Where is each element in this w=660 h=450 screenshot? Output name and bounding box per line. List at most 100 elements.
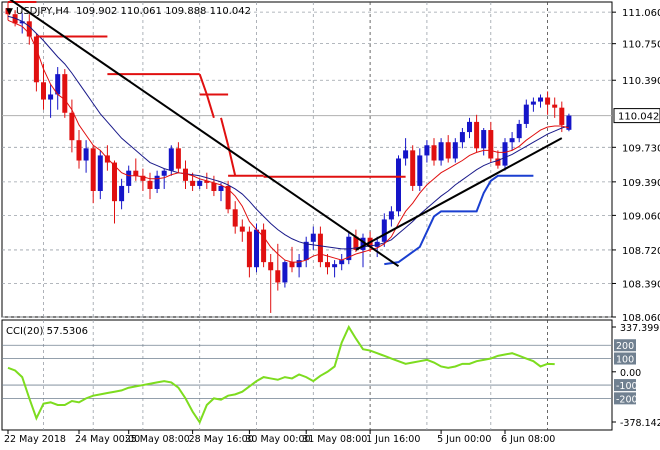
candle-body — [119, 185, 125, 202]
price-label: 109.730 — [622, 143, 660, 154]
candle-body — [147, 180, 153, 189]
time-label: 28 May 16:00 — [189, 434, 254, 445]
candle-body — [48, 94, 54, 100]
price-panel[interactable] — [1, 1, 613, 318]
candle-body — [431, 145, 437, 161]
cci-title: CCI(20) 57.5306 — [6, 326, 88, 337]
candle-body — [232, 209, 238, 227]
cci-label: -378.142 — [620, 418, 660, 429]
candle-body — [403, 150, 409, 159]
candle-body — [438, 142, 444, 161]
candle-body — [197, 180, 203, 186]
trendline — [355, 137, 563, 251]
price-label: 108.060 — [622, 313, 660, 324]
candle-body — [254, 229, 259, 268]
candle-body — [396, 158, 401, 212]
cci-label: 337.3991 — [620, 323, 660, 334]
ma-slow-line — [7, 15, 570, 250]
candle-body — [523, 104, 529, 124]
candle-body — [5, 8, 11, 15]
candle-body — [559, 107, 565, 125]
channel-upper-drop — [198, 73, 208, 95]
cci-grid — [2, 320, 612, 430]
price-label: 110.390 — [622, 76, 660, 87]
candle-body — [90, 148, 96, 191]
candle-body — [474, 121, 480, 149]
candle-body — [509, 138, 515, 143]
candle-body — [424, 145, 430, 156]
time-label: 5 Jun 00:00 — [437, 434, 491, 445]
candle-body — [161, 170, 167, 176]
candle-body — [317, 233, 323, 263]
channel-lower-line — [384, 174, 534, 266]
current-price-label: 110.042 — [618, 112, 659, 123]
price-axis: 111.060 110.750 110.390 109.730 109.390 109.0… — [612, 8, 660, 324]
candle-body — [126, 170, 132, 186]
candle-body — [239, 226, 245, 232]
cci-plot — [7, 324, 555, 425]
candle-body — [204, 180, 210, 183]
candle-body — [545, 97, 551, 105]
cci-level-box — [614, 392, 636, 405]
candle-body — [33, 36, 39, 83]
candle-body — [282, 262, 288, 283]
cci-level-label: -100 — [616, 381, 638, 392]
candle-body — [41, 82, 46, 100]
candle-body — [346, 236, 352, 261]
channel-upper-drop — [220, 117, 230, 146]
candle-body — [417, 155, 423, 186]
collapse-triangle-icon[interactable]: ▼ — [6, 7, 13, 17]
cci-panel[interactable] — [1, 319, 613, 431]
candle-body — [332, 264, 338, 268]
candle-body — [268, 262, 274, 271]
candle-body — [76, 140, 82, 161]
price-label: 108.390 — [622, 279, 660, 290]
cci-level-label: 200 — [616, 341, 634, 352]
symbol-timeframe: USDJPY,H4 — [16, 6, 69, 17]
candle-body — [495, 158, 501, 166]
candle-body — [289, 262, 295, 268]
candle-body — [353, 236, 359, 250]
cci-line — [7, 324, 555, 425]
candle-body — [410, 150, 416, 186]
candle-body — [175, 148, 181, 169]
candle-body — [62, 74, 68, 113]
trendline — [9, 0, 400, 268]
candle-body — [26, 21, 32, 37]
price-label: 109.390 — [622, 178, 660, 189]
candle-body — [538, 97, 543, 102]
cci-level-box — [614, 352, 636, 365]
candle-body — [246, 231, 252, 268]
candle-body — [459, 132, 465, 143]
time-label: 24 May 00:00 — [75, 434, 140, 445]
candle-body — [190, 180, 196, 186]
candle-body — [218, 185, 224, 191]
chart-header: ▼ USDJPY,H4 109.902 110.061 109.888 110.… — [6, 6, 251, 17]
candle-body — [168, 148, 174, 171]
candle-body — [467, 121, 472, 133]
cci-level-box — [614, 379, 636, 392]
time-label: 6 Jun 08:00 — [501, 434, 555, 445]
candle-body — [566, 115, 572, 130]
candle-body — [452, 142, 458, 159]
time-label: 30 May 00:00 — [245, 434, 310, 445]
price-label: 111.060 — [622, 8, 660, 19]
candle-body — [225, 185, 231, 210]
candle-body — [112, 162, 117, 202]
candle-body — [325, 262, 330, 268]
ohlc-values: 109.902 110.061 109.888 110.042 — [76, 6, 251, 17]
cci-level-box — [614, 339, 636, 352]
price-label: 108.720 — [622, 246, 660, 257]
candle-body — [502, 142, 508, 166]
price-plot — [2, 0, 612, 313]
candle-body — [296, 260, 302, 268]
candle-body — [97, 155, 103, 191]
candle-body — [261, 229, 267, 263]
candle-body — [530, 101, 536, 105]
candle-body — [303, 241, 309, 261]
cci-level-label: -200 — [616, 394, 638, 405]
candle-body — [310, 233, 316, 242]
candle-body — [69, 112, 75, 141]
